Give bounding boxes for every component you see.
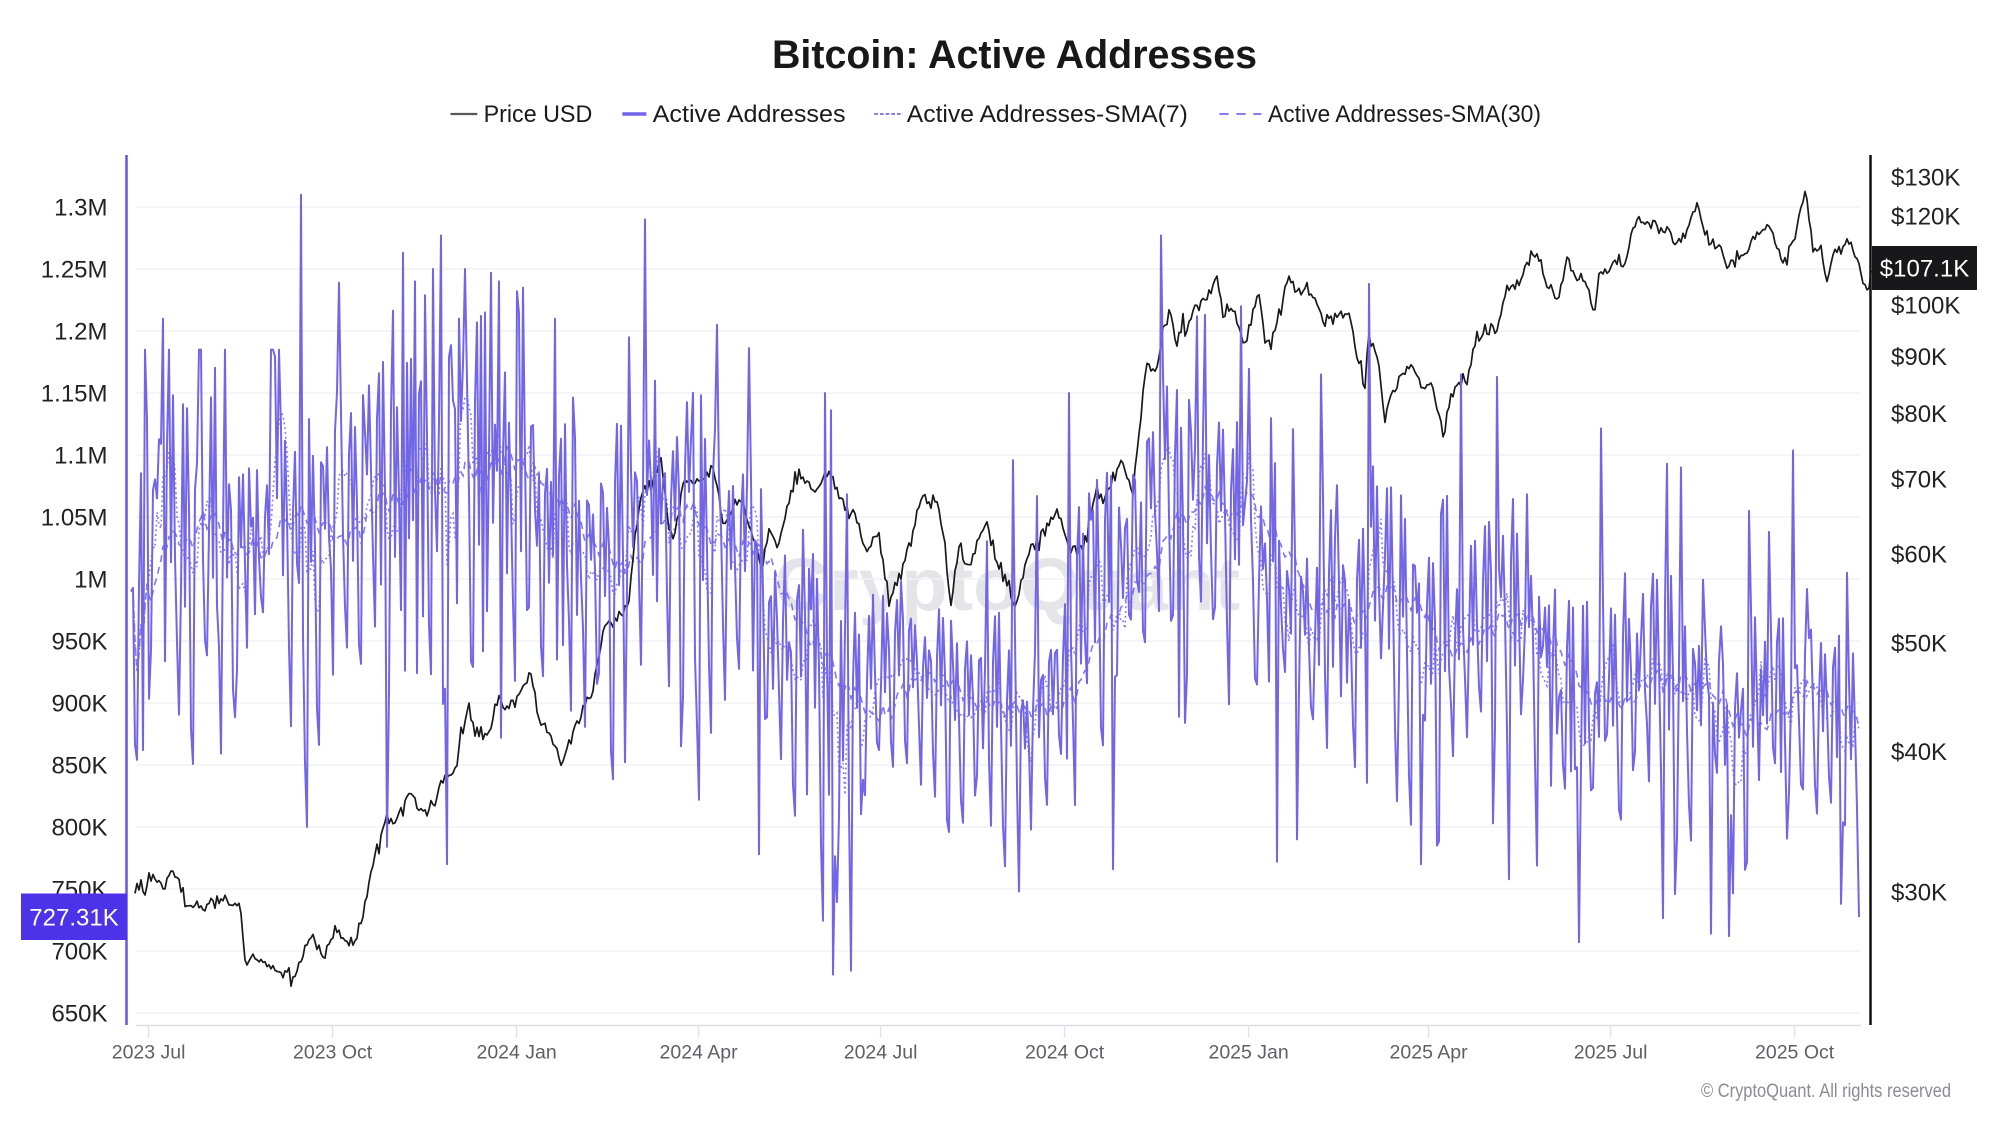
svg-text:$100K: $100K xyxy=(1891,292,1960,319)
svg-text:1.05M: 1.05M xyxy=(41,505,108,532)
svg-text:Price USD: Price USD xyxy=(484,101,593,128)
svg-text:2025 Apr: 2025 Apr xyxy=(1390,1042,1469,1064)
svg-text:1.3M: 1.3M xyxy=(54,195,107,222)
svg-text:$50K: $50K xyxy=(1891,630,1947,657)
svg-text:727.31K: 727.31K xyxy=(29,905,118,932)
svg-text:1.15M: 1.15M xyxy=(41,381,108,408)
svg-text:800K: 800K xyxy=(51,815,107,842)
svg-text:950K: 950K xyxy=(51,629,107,656)
svg-text:Bitcoin: Active Addresses: Bitcoin: Active Addresses xyxy=(772,33,1257,77)
svg-text:1.2M: 1.2M xyxy=(54,319,107,346)
svg-text:$130K: $130K xyxy=(1891,165,1960,192)
svg-text:$80K: $80K xyxy=(1891,401,1947,428)
svg-text:2024 Oct: 2024 Oct xyxy=(1025,1042,1105,1064)
svg-text:1M: 1M xyxy=(74,567,107,594)
svg-text:$40K: $40K xyxy=(1891,739,1947,766)
svg-text:$70K: $70K xyxy=(1891,466,1947,493)
svg-text:2023 Jul: 2023 Jul xyxy=(112,1042,186,1064)
svg-text:Active Addresses-SMA(30): Active Addresses-SMA(30) xyxy=(1268,101,1541,128)
svg-text:700K: 700K xyxy=(51,939,107,966)
svg-text:900K: 900K xyxy=(51,691,107,718)
svg-text:1.1M: 1.1M xyxy=(54,443,107,470)
svg-text:2025 Jul: 2025 Jul xyxy=(1574,1042,1648,1064)
svg-text:850K: 850K xyxy=(51,753,107,780)
svg-text:2024 Jan: 2024 Jan xyxy=(476,1042,556,1064)
svg-text:$107.1K: $107.1K xyxy=(1880,256,1969,283)
svg-text:$30K: $30K xyxy=(1891,880,1947,907)
svg-text:$60K: $60K xyxy=(1891,542,1947,569)
svg-text:2023 Oct: 2023 Oct xyxy=(293,1042,373,1064)
svg-text:2025 Oct: 2025 Oct xyxy=(1755,1042,1835,1064)
svg-text:Active Addresses-SMA(7): Active Addresses-SMA(7) xyxy=(907,101,1188,128)
svg-text:© CryptoQuant. All rights rese: © CryptoQuant. All rights reserved xyxy=(1701,1081,1951,1102)
svg-text:2025 Jan: 2025 Jan xyxy=(1208,1042,1288,1064)
svg-text:$120K: $120K xyxy=(1891,204,1960,231)
svg-text:Active Addresses: Active Addresses xyxy=(653,101,846,128)
svg-text:2024 Apr: 2024 Apr xyxy=(660,1042,739,1064)
svg-text:$90K: $90K xyxy=(1891,344,1947,371)
svg-text:2024 Jul: 2024 Jul xyxy=(844,1042,918,1064)
svg-text:1.25M: 1.25M xyxy=(41,257,108,284)
svg-text:650K: 650K xyxy=(51,1001,107,1028)
